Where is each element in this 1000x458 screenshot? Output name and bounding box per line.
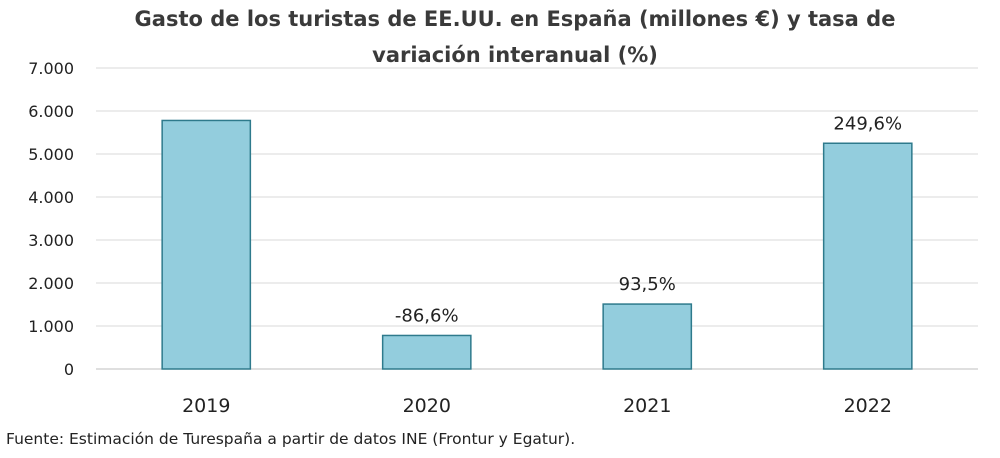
y-tick-label: 5.000 [28,145,74,164]
bar-2019 [161,119,252,370]
y-axis-ticks: 0 1.000 2.000 3.000 4.000 5.000 6.000 7.000 [28,59,74,379]
y-tick-label: 1.000 [28,317,74,336]
bar-2021 [602,303,693,370]
y-tick-label: 2.000 [28,274,74,293]
chart-title-line-1: Gasto de los turistas de EE.UU. en Españ… [135,7,896,31]
x-axis-categories: 2019 2020 2021 2022 [182,395,892,417]
source-note: Fuente: Estimación de Turespaña a partir… [6,430,576,448]
y-tick-label: 4.000 [28,188,74,207]
chart-title-line-2: variación interanual (%) [372,43,658,67]
data-labels: -86,6% 93,5% 249,6% [395,113,902,326]
y-tick-label: 7.000 [28,59,74,78]
y-tick-label: 6.000 [28,102,74,121]
bars [161,119,913,370]
bar-chart: Gasto de los turistas de EE.UU. en Españ… [28,7,978,417]
bar-2022 [822,142,913,370]
bar-2020 [381,334,472,370]
data-label-2020: -86,6% [395,305,459,326]
y-tick-label: 0 [64,360,74,379]
x-category-label: 2022 [844,395,892,417]
y-tick-label: 3.000 [28,231,74,250]
data-label-2022: 249,6% [833,113,902,134]
data-label-2021: 93,5% [619,274,676,295]
x-category-label: 2021 [623,395,671,417]
x-category-label: 2020 [403,395,451,417]
x-category-label: 2019 [182,395,230,417]
